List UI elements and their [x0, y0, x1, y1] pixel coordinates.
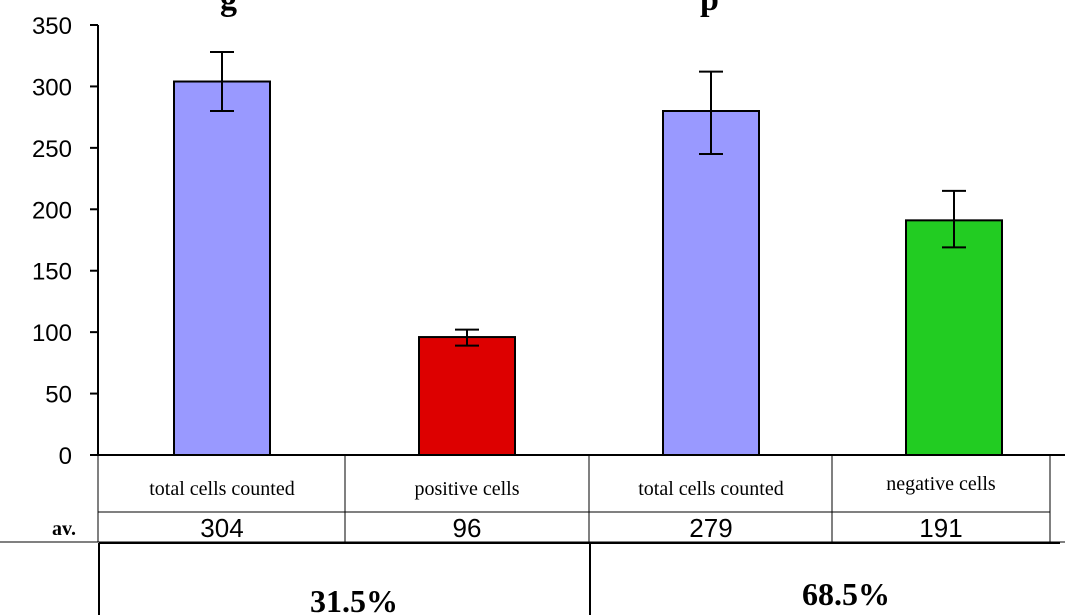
y-tick-label: 250 — [32, 136, 72, 163]
category-label: negative cells — [886, 473, 996, 495]
y-tick-label: 50 — [45, 382, 72, 409]
average-value: 304 — [200, 513, 243, 543]
error-bar — [942, 189, 966, 249]
bar — [905, 219, 1003, 456]
y-tick-label: 200 — [32, 197, 72, 224]
bar — [173, 80, 271, 456]
error-bar — [699, 70, 723, 155]
y-tick-label: 350 — [32, 13, 72, 40]
category-label: total cells counted — [638, 478, 784, 500]
bar — [418, 336, 516, 456]
y-tick-label: 100 — [32, 320, 72, 347]
bar — [662, 110, 760, 456]
category-label: total cells counted — [149, 478, 295, 500]
percentage-positive: 31.5% — [310, 583, 398, 615]
average-value: 279 — [689, 513, 732, 543]
chart-title-fragment-left: g — [220, 0, 237, 18]
y-tick-label: 150 — [32, 259, 72, 286]
average-row-label: av. — [52, 518, 76, 540]
chart-title-fragment-right: p — [700, 0, 719, 18]
percentage-negative: 68.5% — [802, 576, 890, 612]
average-value: 96 — [453, 513, 482, 543]
percentage-table — [98, 542, 1060, 615]
error-bar — [455, 328, 479, 347]
error-bar — [210, 51, 234, 112]
y-tick-label: 0 — [59, 443, 72, 470]
category-label: positive cells — [415, 478, 520, 500]
y-tick-label: 300 — [32, 74, 72, 101]
average-value: 191 — [919, 513, 962, 543]
